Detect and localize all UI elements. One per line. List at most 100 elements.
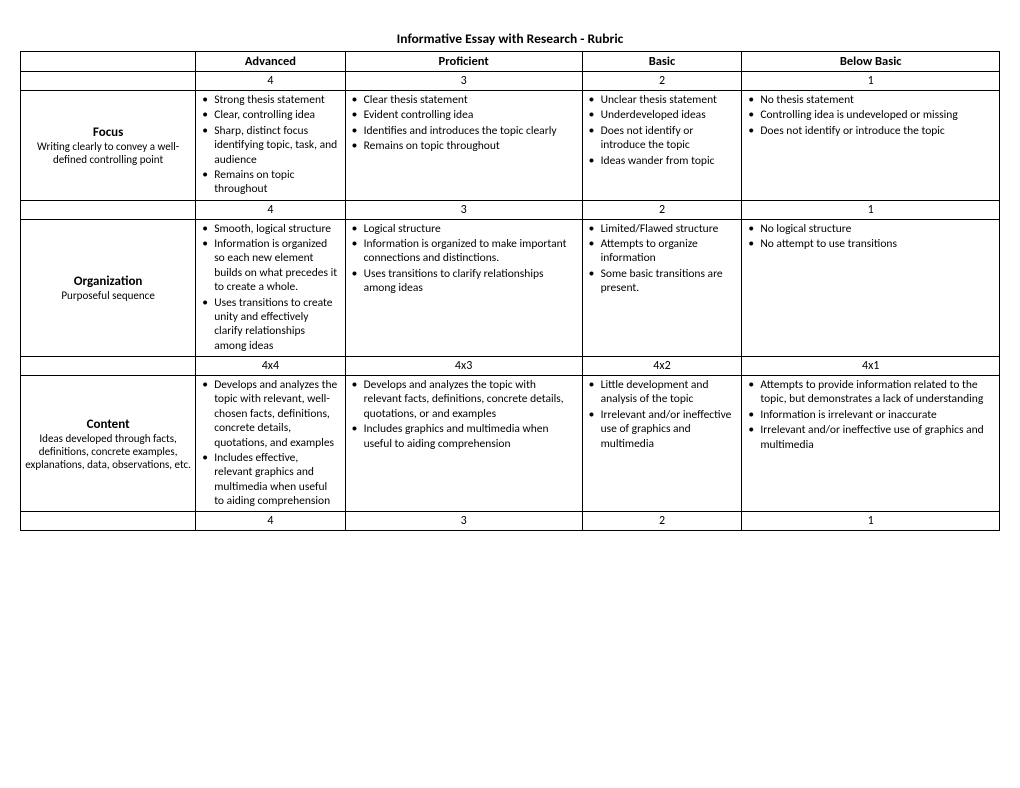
criteria-content-below: Attempts to provide information related … — [742, 376, 1000, 512]
score-row-organization: 4x44x34x24x1 — [21, 357, 1000, 376]
score-organization-advanced: 4x4 — [196, 357, 345, 376]
criteria-organization-below: No logical structureNo attempt to use tr… — [742, 219, 1000, 356]
criteria-focus-advanced: Strong thesis statementClear, controllin… — [196, 91, 345, 201]
criteria-item: Clear, controlling idea — [214, 108, 338, 123]
score-header-proficient: 3 — [345, 72, 582, 91]
criteria-list: Develops and analyzes the topic with rel… — [350, 378, 578, 452]
criteria-item: No thesis statement — [760, 93, 993, 108]
criteria-organization-basic: Limited/Flawed structureAttempts to orga… — [582, 219, 742, 356]
criteria-item: Does not identify or introduce the topic — [760, 124, 993, 139]
rubric-table: Advanced Proficient Basic Below Basic 4 … — [20, 51, 1000, 531]
criteria-list: Attempts to provide information related … — [746, 378, 995, 453]
score-organization-below: 4x1 — [742, 357, 1000, 376]
score-blank — [21, 200, 196, 219]
criteria-item: Develops and analyzes the topic with rel… — [364, 378, 576, 422]
criteria-item: Irrelevant and/or ineffective use of gra… — [601, 408, 736, 452]
criteria-list: No logical structureNo attempt to use tr… — [746, 222, 995, 253]
score-row-focus: 4321 — [21, 200, 1000, 219]
criteria-item: Clear thesis statement — [364, 93, 576, 108]
header-blank — [21, 52, 196, 72]
criteria-item: Remains on topic throughout — [214, 168, 338, 198]
header-row: Advanced Proficient Basic Below Basic — [21, 52, 1000, 72]
criteria-item: Attempts to organize information — [601, 237, 736, 267]
criteria-item: Controlling idea is undeveloped or missi… — [760, 108, 993, 123]
score-content-below: 1 — [742, 512, 1000, 531]
page-title: Informative Essay with Research - Rubric — [20, 30, 1000, 47]
category-title: Focus — [25, 125, 191, 140]
criteria-item: Information is organized so each new ele… — [214, 237, 338, 296]
criteria-item: Uses transitions to clarify relationship… — [364, 267, 576, 297]
score-row-content: 4321 — [21, 512, 1000, 531]
criteria-content-advanced: Develops and analyzes the topic with rel… — [196, 376, 345, 512]
score-header-blank — [21, 72, 196, 91]
criteria-item: Identifies and introduces the topic clea… — [364, 124, 576, 139]
criteria-item: Unclear thesis statement — [601, 93, 736, 108]
criteria-list: Clear thesis statementEvident controllin… — [350, 93, 578, 155]
criteria-item: Little development and analysis of the t… — [601, 378, 736, 408]
score-header-advanced: 4 — [196, 72, 345, 91]
criteria-item: Limited/Flawed structure — [601, 222, 736, 237]
criteria-row-content: ContentIdeas developed through facts, de… — [21, 376, 1000, 512]
criteria-list: Little development and analysis of the t… — [587, 378, 738, 452]
score-content-proficient: 3 — [345, 512, 582, 531]
category-title: Organization — [25, 274, 191, 289]
criteria-item: Includes graphics and multimedia when us… — [364, 422, 576, 452]
score-organization-basic: 4x2 — [582, 357, 742, 376]
criteria-item: No attempt to use transitions — [760, 237, 993, 252]
header-advanced: Advanced — [196, 52, 345, 72]
criteria-item: Information is irrelevant or inaccurate — [760, 408, 993, 423]
score-content-advanced: 4 — [196, 512, 345, 531]
criteria-item: Irrelevant and/or ineffective use of gra… — [760, 423, 993, 453]
score-blank — [21, 512, 196, 531]
criteria-item: No logical structure — [760, 222, 993, 237]
score-focus-proficient: 3 — [345, 200, 582, 219]
criteria-list: Logical structureInformation is organize… — [350, 222, 578, 297]
category-subtitle: Writing clearly to convey a well-defined… — [25, 140, 191, 166]
header-proficient: Proficient — [345, 52, 582, 72]
criteria-list: Unclear thesis statementUnderdeveloped i… — [587, 93, 738, 169]
criteria-item: Remains on topic throughout — [364, 139, 576, 154]
score-focus-below: 1 — [742, 200, 1000, 219]
criteria-item: Ideas wander from topic — [601, 154, 736, 169]
score-focus-advanced: 4 — [196, 200, 345, 219]
criteria-item: Includes effective, relevant graphics an… — [214, 451, 338, 510]
header-basic: Basic — [582, 52, 742, 72]
criteria-item: Information is organized to make importa… — [364, 237, 576, 267]
criteria-organization-proficient: Logical structureInformation is organize… — [345, 219, 582, 356]
header-below: Below Basic — [742, 52, 1000, 72]
criteria-list: Limited/Flawed structureAttempts to orga… — [587, 222, 738, 297]
criteria-list: Smooth, logical structureInformation is … — [200, 222, 340, 354]
category-subtitle: Purposeful sequence — [25, 289, 191, 302]
rubric-page: Informative Essay with Research - Rubric… — [20, 30, 1000, 531]
criteria-focus-below: No thesis statementControlling idea is u… — [742, 91, 1000, 201]
criteria-item: Some basic transitions are present. — [601, 267, 736, 297]
category-cell-content: ContentIdeas developed through facts, de… — [21, 376, 196, 512]
score-header-row: 4 3 2 1 — [21, 72, 1000, 91]
criteria-list: Develops and analyzes the topic with rel… — [200, 378, 340, 509]
score-organization-proficient: 4x3 — [345, 357, 582, 376]
category-title: Content — [25, 417, 191, 432]
score-header-below: 1 — [742, 72, 1000, 91]
criteria-item: Does not identify or introduce the topic — [601, 124, 736, 154]
score-content-basic: 2 — [582, 512, 742, 531]
criteria-item: Logical structure — [364, 222, 576, 237]
criteria-item: Sharp, distinct focus identifying topic,… — [214, 124, 338, 168]
category-cell-organization: OrganizationPurposeful sequence — [21, 219, 196, 356]
criteria-item: Smooth, logical structure — [214, 222, 338, 237]
criteria-item: Uses transitions to create unity and eff… — [214, 296, 338, 355]
score-focus-basic: 2 — [582, 200, 742, 219]
criteria-focus-proficient: Clear thesis statementEvident controllin… — [345, 91, 582, 201]
criteria-item: Attempts to provide information related … — [760, 378, 993, 408]
criteria-row-organization: OrganizationPurposeful sequenceSmooth, l… — [21, 219, 1000, 356]
criteria-item: Underdeveloped ideas — [601, 108, 736, 123]
criteria-content-basic: Little development and analysis of the t… — [582, 376, 742, 512]
category-subtitle: Ideas developed through facts, definitio… — [25, 432, 191, 471]
criteria-focus-basic: Unclear thesis statementUnderdeveloped i… — [582, 91, 742, 201]
criteria-item: Strong thesis statement — [214, 93, 338, 108]
criteria-list: No thesis statementControlling idea is u… — [746, 93, 995, 139]
criteria-list: Strong thesis statementClear, controllin… — [200, 93, 340, 198]
criteria-item: Evident controlling idea — [364, 108, 576, 123]
criteria-item: Develops and analyzes the topic with rel… — [214, 378, 338, 451]
score-blank — [21, 357, 196, 376]
criteria-organization-advanced: Smooth, logical structureInformation is … — [196, 219, 345, 356]
